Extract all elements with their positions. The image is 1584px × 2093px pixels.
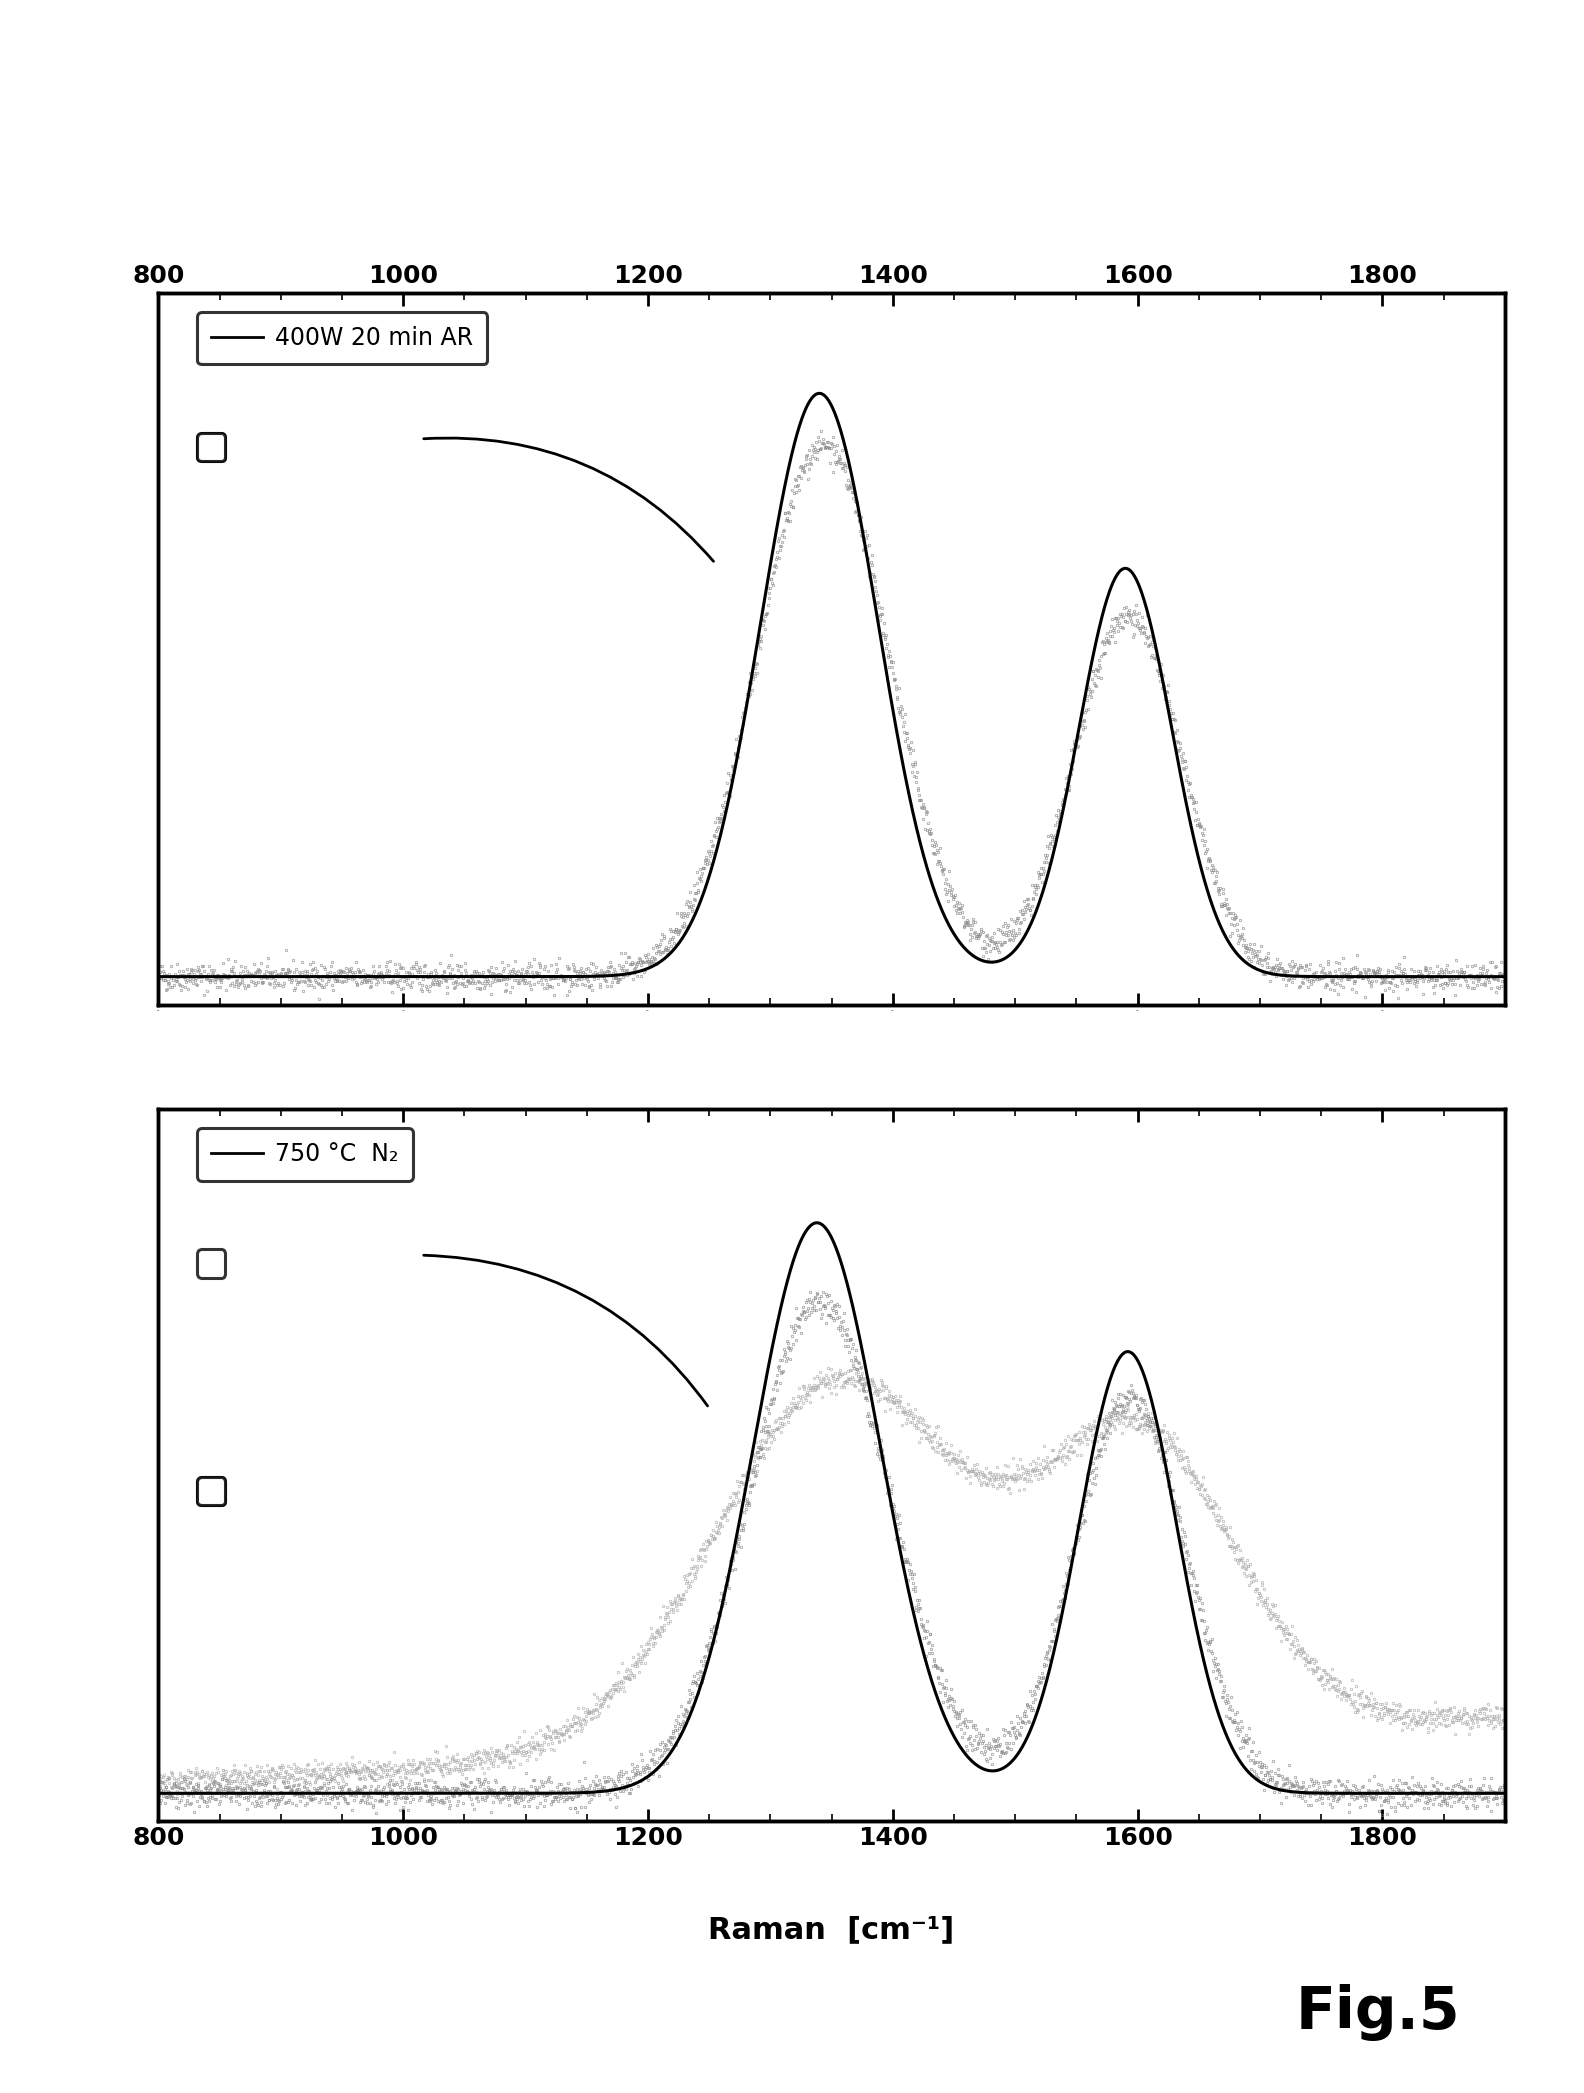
- Legend: : [196, 433, 225, 460]
- Legend: : [196, 1478, 225, 1505]
- Text: Fig.5: Fig.5: [1296, 1984, 1460, 2041]
- Text: Raman  [cm⁻¹]: Raman [cm⁻¹]: [708, 1915, 955, 1944]
